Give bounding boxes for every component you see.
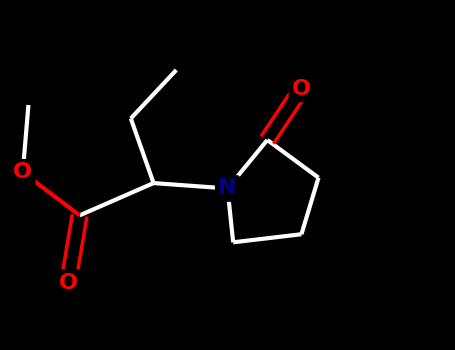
Text: O: O (13, 162, 32, 182)
Text: O: O (292, 79, 311, 99)
Text: O: O (59, 273, 78, 293)
Text: N: N (218, 178, 237, 198)
